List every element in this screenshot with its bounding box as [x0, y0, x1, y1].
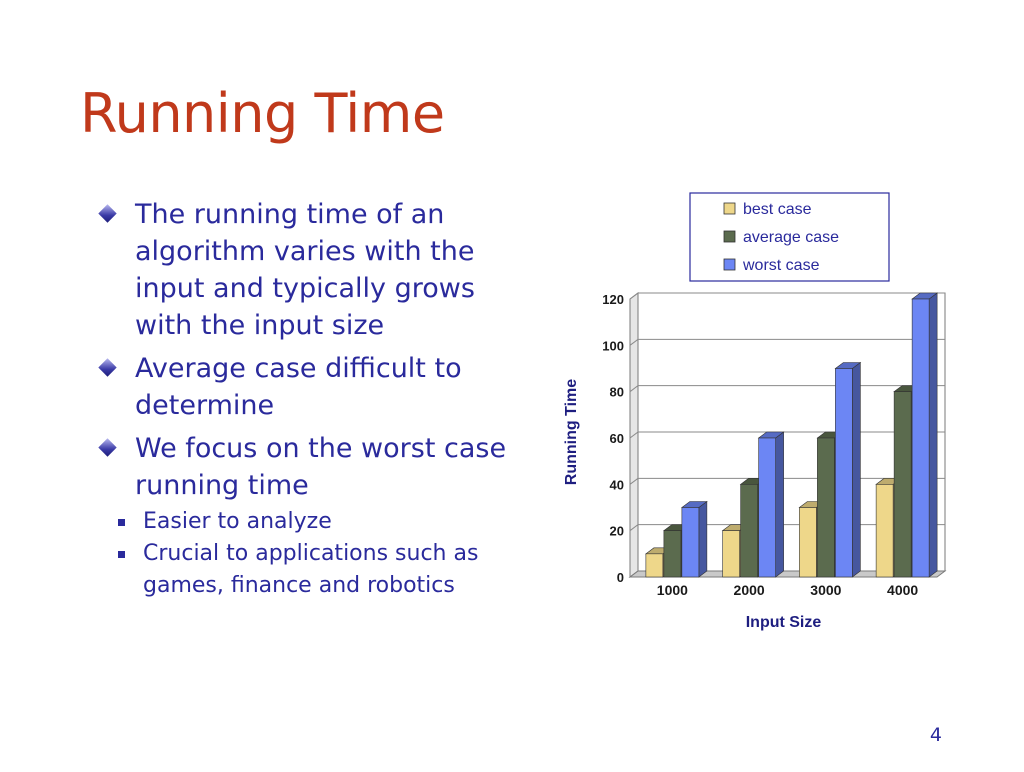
bullet-text: Average case difficult to determine [135, 353, 462, 421]
bar [834, 361, 862, 578]
square-bullet-icon [118, 551, 125, 558]
gridline-side [629, 477, 639, 485]
gridline-side [629, 524, 639, 532]
legend-label: worst case [742, 257, 820, 274]
gridline-side [629, 338, 639, 346]
sub-bullet-text: Easier to analyze [143, 509, 332, 534]
slide-title: Running Time [80, 82, 445, 145]
y-tick-label: 120 [602, 292, 624, 307]
bar-front [799, 507, 817, 578]
bar-side [775, 431, 784, 578]
sub-bullet-list: Easier to analyze Crucial to application… [118, 506, 538, 602]
bar-front [681, 507, 700, 578]
sub-bullet-text: Crucial to applications such as games, f… [143, 541, 479, 598]
bar-side [698, 500, 708, 578]
legend-box [689, 192, 890, 282]
bullet-item: Average case difficult to determine [98, 350, 538, 424]
bar-front [875, 484, 894, 578]
bar-front [722, 530, 740, 578]
bar-side [852, 361, 861, 578]
y-tick-label: 60 [610, 431, 624, 446]
bar-front [645, 553, 664, 578]
bar-front [663, 530, 682, 578]
bullet-item: We focus on the worst case running time … [98, 430, 538, 602]
square-bullet-icon [118, 519, 125, 526]
x-tick-label: 1000 [657, 582, 688, 598]
bar [757, 431, 785, 578]
x-tick-label: 2000 [734, 582, 765, 598]
y-axis-title: Running Time [563, 379, 580, 485]
bar-front [758, 437, 776, 578]
x-tick-label: 4000 [887, 582, 918, 598]
x-axis-title: Input Size [746, 614, 822, 631]
legend-label: average case [743, 229, 839, 246]
bar-front [817, 437, 835, 578]
bullet-list: The running time of an algorithm varies … [98, 196, 538, 608]
gridline-side [629, 292, 639, 300]
bar-front [835, 368, 853, 578]
y-tick-label: 80 [610, 385, 624, 400]
sub-bullet-item: Easier to analyze [98, 506, 538, 538]
legend-label: best case [743, 201, 812, 218]
y-tick-label: 0 [617, 570, 624, 585]
sub-bullet-item: Crucial to applications such as games, f… [98, 538, 538, 602]
legend-swatch [723, 258, 736, 271]
x-tick-label: 3000 [810, 582, 841, 598]
bullet-text: The running time of an algorithm varies … [135, 199, 475, 341]
bullet-text: We focus on the worst case running time [135, 433, 507, 501]
bullet-item: The running time of an algorithm varies … [98, 196, 538, 344]
bar-side [928, 292, 938, 578]
bar [911, 292, 939, 578]
y-tick-label: 20 [610, 524, 624, 539]
y-tick-label: 40 [610, 477, 624, 492]
y-tick-label: 100 [602, 338, 624, 353]
page-number: 4 [929, 724, 942, 746]
bar-front [911, 298, 930, 578]
legend: best case average case worst case [689, 192, 890, 282]
legend-swatch [723, 230, 736, 243]
bar [680, 500, 708, 578]
gridline-side [629, 385, 639, 393]
bar-front [740, 484, 758, 578]
bar-front [893, 391, 912, 578]
gridline-side [629, 431, 639, 439]
legend-swatch [723, 202, 736, 215]
